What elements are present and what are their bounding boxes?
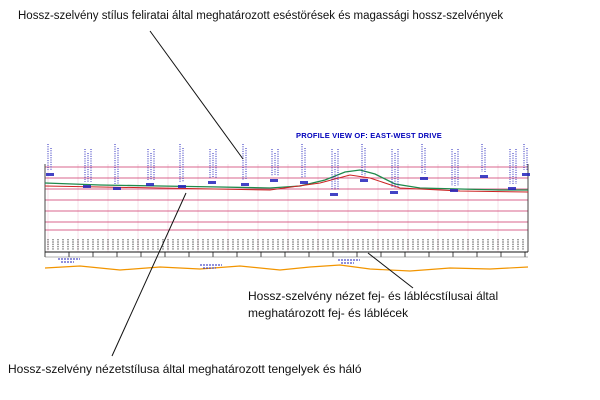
secondary-profile-line [44, 264, 529, 272]
annotation-axes-grid: Hossz-szelvény nézetstílusa által meghat… [8, 362, 362, 376]
annotation-headers-footers-line1: Hossz-szelvény nézet fej- és láblécstílu… [248, 289, 499, 303]
profile-grid [44, 164, 529, 252]
profile-view-title: PROFILE VIEW OF: EAST-WEST DRIVE [296, 131, 442, 140]
annotation-headers-footers-line2: meghatározott fej- és láblécek [248, 306, 409, 320]
profile-view-svg [44, 144, 530, 272]
datum-note-marks [58, 258, 360, 269]
annotation-profile-style-labels: Hossz-szelvény stílus feliratai által me… [18, 10, 504, 22]
profile-view-drawing: PROFILE VIEW OF: EAST-WEST DRIVE [40, 128, 535, 283]
station-data-band [44, 239, 528, 258]
annotation-headers-footers: Hossz-szelvény nézet fej- és láblécstílu… [248, 288, 538, 322]
